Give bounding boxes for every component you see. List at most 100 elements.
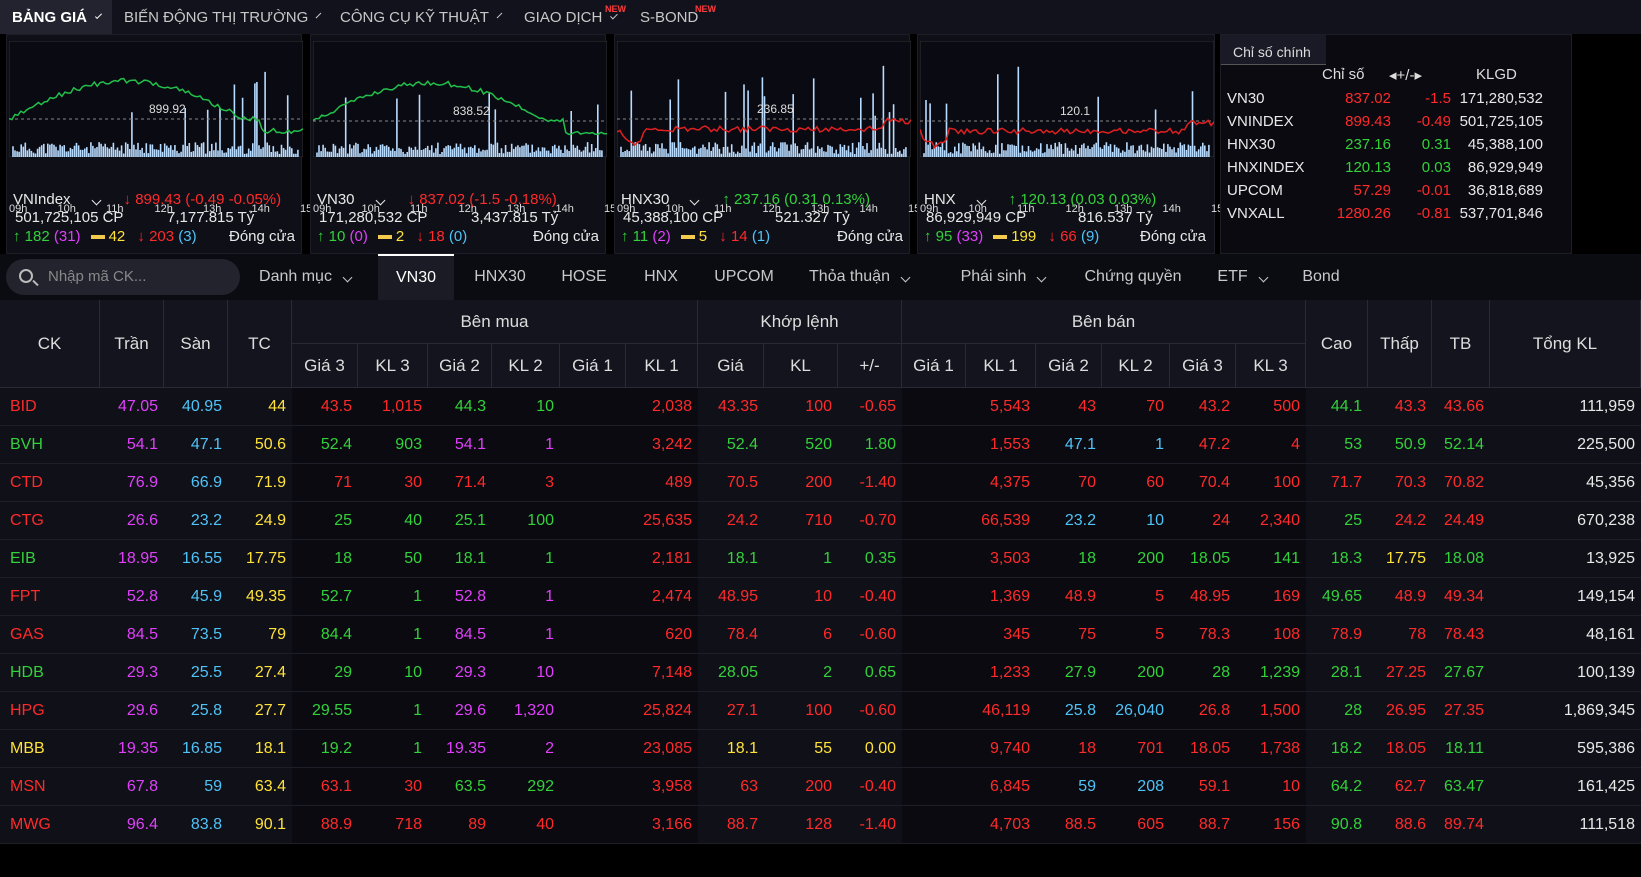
table-row[interactable]: CTG 26.6 23.2 24.9 25 40 25.1 100 25,635 24.2 710-… (0, 502, 1641, 540)
symbol-cell[interactable]: MWG (0, 806, 100, 843)
tab-hnx30[interactable]: HNX30 (460, 254, 540, 300)
tab-label: UPCOM (714, 268, 774, 285)
table-row[interactable]: HPG 29.6 25.8 27.7 29.55 1 29.6 1,320 25,824 27.1… (0, 692, 1641, 730)
tab-label: Chứng quyền (1084, 268, 1182, 285)
index-panel-hnx30[interactable]: 236.8509h10h11h12h13h14h15hHNX30↑ 237.16… (614, 34, 926, 254)
group-sell: Bên bán (902, 300, 1306, 344)
value-cell: 3,242 (626, 426, 698, 463)
nav-label: S-BOND (640, 8, 699, 26)
nav-label: CÔNG CỤ KỸ THUẬT (340, 8, 489, 26)
hour-label: 09h (617, 203, 636, 215)
summary-row[interactable]: HNX30 237.16 0.31 45,388,100 (1221, 136, 1573, 159)
table-row[interactable]: BVH 54.1 47.1 50.6 52.4 903 54.1 1 3,242 52.4 520 1… (0, 426, 1641, 464)
value-cell: 4,703 (966, 806, 1036, 843)
index-panel-hnx[interactable]: 120.109h10h11h12h13h14h15hHNX↑ 120.13 (0… (917, 34, 1229, 254)
value-cell: 25 (292, 502, 358, 539)
symbol-cell[interactable]: CTG (0, 502, 100, 539)
symbol-cell[interactable]: GAS (0, 616, 100, 653)
symbol-cell[interactable]: HPG (0, 692, 100, 729)
value-cell: 670,238 (1490, 502, 1641, 539)
value-cell (560, 540, 626, 577)
symbol-cell[interactable]: EIB (0, 540, 100, 577)
table-row[interactable]: HDB 29.3 25.5 27.4 29 10 29.3 10 7,148 28.05 2 0.65… (0, 654, 1641, 692)
chevron-down-icon[interactable] (91, 195, 101, 206)
summary-row[interactable]: HNXINDEX 120.13 0.03 86,929,949 (1221, 159, 1573, 182)
advancers: 95 (935, 228, 957, 245)
hour-label: 14h (251, 203, 270, 215)
value-cell: 78.43 (1432, 616, 1490, 653)
intraday-chart: 899.92 (9, 41, 303, 157)
tab-chứng-quyền[interactable]: Chứng quyền (1074, 254, 1192, 300)
tab-hnx[interactable]: HNX (626, 254, 696, 300)
index-volume-line: 171,280,532 CP 3,437.815 Tỷ (319, 209, 558, 226)
tab-upcom[interactable]: UPCOM (700, 254, 788, 300)
chevron-down-icon[interactable] (976, 195, 987, 206)
value-cell: 292 (492, 768, 560, 805)
symbol-cell[interactable]: FPT (0, 578, 100, 615)
tab-label: HNX (644, 268, 678, 285)
value-cell: 9,740 (966, 730, 1036, 767)
value-cell: 23.2 (164, 502, 228, 539)
nav-3[interactable]: CÔNG CỤ KỸ THUẬT (328, 0, 512, 34)
chevron-down-icon (342, 272, 353, 283)
value-cell: 70.82 (1432, 464, 1490, 501)
value-cell (902, 730, 966, 767)
hour-label: 12h (154, 203, 173, 215)
tab-hose[interactable]: HOSE (546, 254, 622, 300)
symbol-cell[interactable]: HDB (0, 654, 100, 691)
tab-vn30[interactable]: VN30 (378, 254, 454, 300)
floor-count: (1) (751, 228, 771, 245)
summary-index: 1280.26 (1336, 205, 1391, 222)
value-cell: 45,356 (1490, 464, 1641, 501)
table-row[interactable]: MWG 96.4 83.8 90.1 88.9 718 89 40 3,166 88.7 128 -1… (0, 806, 1641, 844)
table-row[interactable]: EIB 18.95 16.55 17.75 18 50 18.1 1 2,181 18.1 1 0.3… (0, 540, 1641, 578)
nav-1[interactable]: BẢNG GIÁ (0, 0, 112, 34)
table-row[interactable]: MSN 67.8 59 63.4 63.1 30 63.5 292 3,958 63 200 -0.4… (0, 768, 1641, 806)
summary-row[interactable]: VNINDEX 899.43 -0.49 501,725,105 (1221, 113, 1573, 136)
value-cell: 141 (1236, 540, 1306, 577)
table-row[interactable]: MBB 19.35 16.85 18.1 19.2 1 19.35 2 23,085 18.1 55… (0, 730, 1641, 768)
table-row[interactable]: CTD 76.9 66.9 71.9 71 30 71.4 3 489 70.5 200 -1.40 4… (0, 464, 1641, 502)
tab-danh-mục[interactable]: Danh mục (250, 254, 360, 300)
symbol-cell[interactable]: MSN (0, 768, 100, 805)
value-cell: 6,845 (966, 768, 1036, 805)
summary-tab[interactable]: Chỉ số chính (1221, 35, 1326, 65)
symbol-cell[interactable]: MBB (0, 730, 100, 767)
summary-row[interactable]: UPCOM 57.29 -0.01 36,818,689 (1221, 182, 1573, 205)
tab-etf[interactable]: ETF (1202, 254, 1282, 300)
value-cell: 6 (764, 616, 838, 653)
change-arrow-icon: ↓ (407, 191, 416, 208)
value-cell: 52.14 (1432, 426, 1490, 463)
header-change[interactable]: ◂+/-▸ (1389, 67, 1422, 84)
price-line (920, 119, 1214, 150)
index-panel-vnindex[interactable]: 899.9209h10h11h12h13h14h15hVNIndex↓ 899.… (6, 34, 318, 254)
tab-label: HOSE (561, 268, 607, 285)
chevron-down-icon[interactable] (689, 195, 700, 206)
value-cell: 169 (1236, 578, 1306, 615)
table-row[interactable]: GAS 84.5 73.5 79 84.4 1 84.5 1 620 78.4 6 -0.60 345 7… (0, 616, 1641, 654)
chevron-down-icon[interactable] (375, 195, 385, 206)
value-cell: 1 (1102, 426, 1170, 463)
value-cell (560, 388, 626, 425)
search-input[interactable]: Nhập mã CK... (6, 259, 240, 295)
table-row[interactable]: FPT 52.8 45.9 49.35 52.7 1 52.8 1 2,474 48.95 10 -0… (0, 578, 1641, 616)
tab-phái-sinh[interactable]: Phái sinh (940, 254, 1066, 300)
symbol-cell[interactable]: BVH (0, 426, 100, 463)
tab-thỏa-thuận[interactable]: Thỏa thuận (798, 254, 920, 300)
summary-row[interactable]: VN30 837.02 -1.5 171,280,532 (1221, 90, 1573, 113)
nav-5[interactable]: S-BOND NEW (628, 0, 718, 34)
value-cell: 70.5 (698, 464, 764, 501)
nav-2[interactable]: BIẾN ĐỘNG THỊ TRƯỜNG (112, 0, 328, 34)
value-cell: 75 (1036, 616, 1102, 653)
index-panel-vn30[interactable]: 838.5209h10h11h12h13h14h15hVN30↓ 837.02 … (310, 34, 622, 254)
summary-row[interactable]: VNXALL 1280.26 -0.81 537,701,846 (1221, 205, 1573, 228)
value-cell: 28 (1306, 692, 1368, 729)
value-cell: 44 (228, 388, 292, 425)
tab-bond[interactable]: Bond (1290, 254, 1352, 300)
nav-4[interactable]: GIAO DỊCH NEW (512, 0, 628, 34)
symbol-cell[interactable]: BID (0, 388, 100, 425)
advancers: 10 (328, 228, 350, 245)
table-row[interactable]: BID 47.05 40.95 44 43.5 1,015 44.3 10 2,038 43.35… (0, 388, 1641, 426)
symbol-cell[interactable]: CTD (0, 464, 100, 501)
header-kl-2: KL 2 (1102, 344, 1170, 388)
